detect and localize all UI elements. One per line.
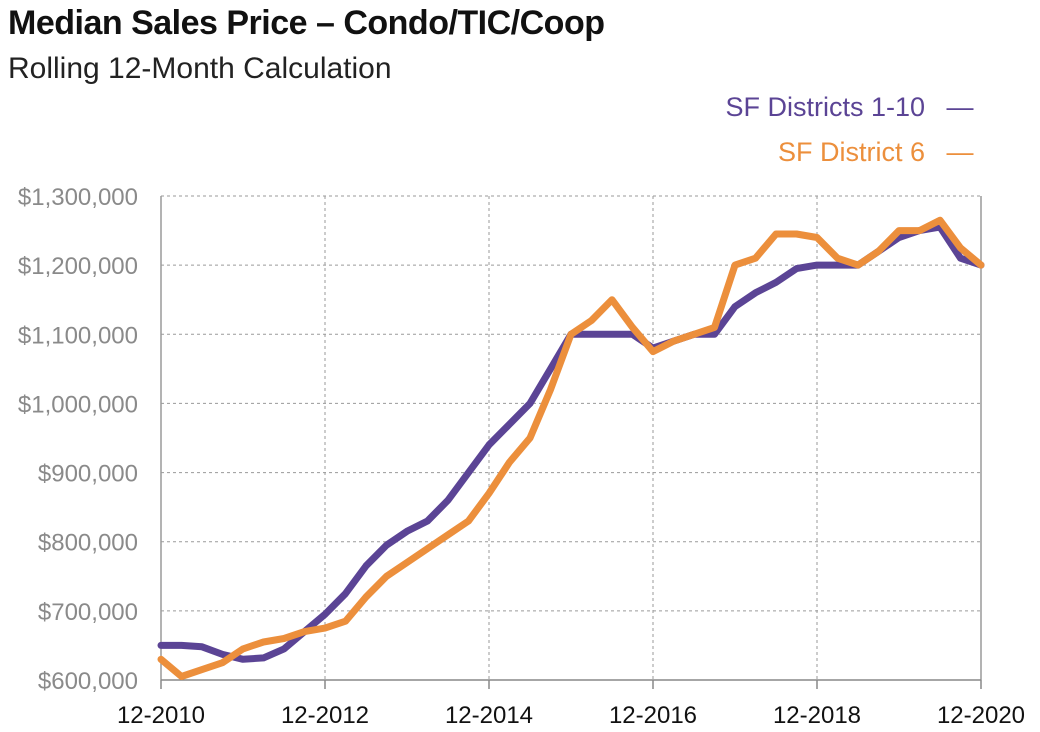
series-line-sf-districts-1-10: [157, 223, 985, 663]
legend-label-sf-districts-1-10: SF Districts 1-10: [725, 92, 925, 122]
series-line-sf-district-6: [157, 216, 985, 680]
y-tick-label-700000: $700,000: [38, 599, 138, 626]
chart-subtitle: Rolling 12-Month Calculation: [8, 52, 392, 85]
x-tick-label-12-2012: 12-2012: [281, 702, 369, 729]
x-axis-ticks: 12-2010 12-2012 12-2014 12-2016 12-2018 12-20…: [117, 680, 1025, 729]
y-tick-label-1000000: $1,000,000: [18, 391, 138, 418]
x-tick-label-12-2010: 12-2010: [117, 702, 205, 729]
legend: SF Districts 1-10 — SF District 6 —: [725, 92, 973, 167]
y-tick-label-600000: $600,000: [38, 668, 138, 695]
legend-marker-sf-districts-1-10: —: [947, 92, 974, 122]
grid: [161, 195, 981, 680]
axes: [160, 196, 982, 681]
y-tick-label-800000: $800,000: [38, 530, 138, 557]
x-tick-label-12-2020: 12-2020: [937, 702, 1025, 729]
x-tick-label-12-2014: 12-2014: [445, 702, 533, 729]
x-tick-label-12-2018: 12-2018: [773, 702, 861, 729]
legend-label-sf-district-6: SF District 6: [778, 137, 925, 167]
series-lines: [157, 216, 985, 680]
y-axis-ticks: $600,000 $700,000 $800,000 $900,000 $1,000,0…: [18, 184, 138, 695]
y-tick-label-1300000: $1,300,000: [18, 184, 138, 211]
y-tick-label-1200000: $1,200,000: [18, 253, 138, 280]
y-tick-label-1100000: $1,100,000: [18, 322, 138, 349]
y-tick-label-900000: $900,000: [38, 461, 138, 488]
legend-marker-sf-district-6: —: [947, 137, 974, 167]
chart-title: Median Sales Price – Condo/TIC/Coop: [8, 4, 605, 42]
x-tick-label-12-2016: 12-2016: [609, 702, 697, 729]
